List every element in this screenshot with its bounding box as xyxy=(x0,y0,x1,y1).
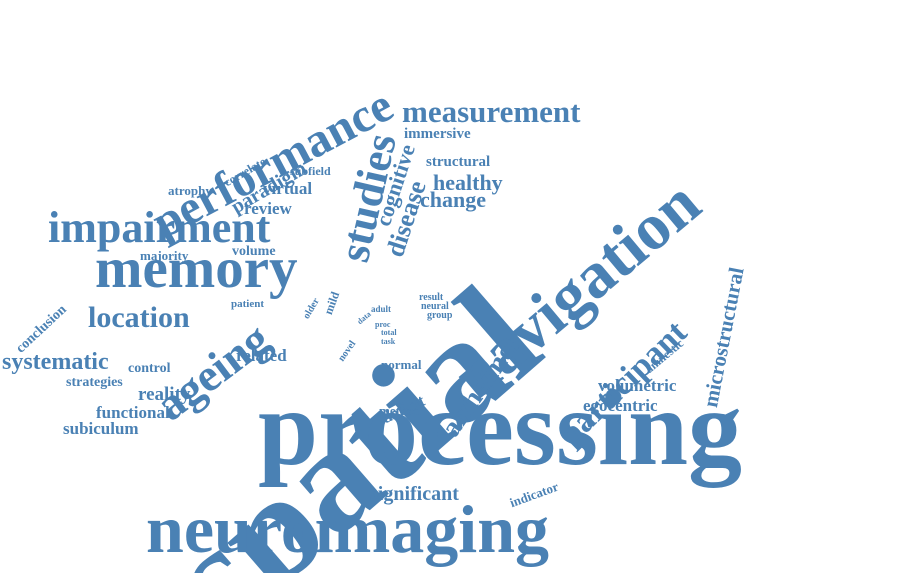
word-proc: proc xyxy=(375,320,391,329)
word-significant: significant xyxy=(370,483,459,505)
word-adult: adult xyxy=(371,304,392,314)
word-method: method xyxy=(379,403,421,418)
word-strategies: strategies xyxy=(66,375,123,390)
word-total: total xyxy=(381,328,397,337)
word-atrophy: atrophy xyxy=(168,183,212,198)
word-subiculum: subiculum xyxy=(63,419,139,438)
word-patient: patient xyxy=(231,298,264,310)
word-systematic: systematic xyxy=(2,349,109,375)
word-healthy: healthy xyxy=(433,170,503,195)
word-virtual: virtual xyxy=(263,179,313,198)
word-subfield: subfield xyxy=(290,164,331,178)
word-older: older xyxy=(301,296,322,321)
word-egocentric: egocentric xyxy=(583,396,658,415)
word-mild: mild xyxy=(321,289,343,317)
word-functional: functional xyxy=(96,403,170,422)
word-reality: reality xyxy=(138,384,191,405)
word-task: task xyxy=(381,337,396,346)
word-neuroimaging: neuroimaging xyxy=(146,491,550,567)
word-volumetric: volumetric xyxy=(598,376,677,395)
word-result: result xyxy=(419,292,444,303)
word-immersive: immersive xyxy=(404,126,471,142)
word-memory: memory xyxy=(95,237,298,300)
word-control: control xyxy=(128,361,171,376)
word-measurement: measurement xyxy=(402,94,581,129)
word-normal: normal xyxy=(381,357,422,372)
word-review: review xyxy=(244,199,292,218)
word-change: change xyxy=(420,187,486,212)
word-impairment: impairment xyxy=(48,203,271,252)
word-related: related xyxy=(236,346,287,365)
word-volume: volume xyxy=(232,244,276,259)
word-majority: majority xyxy=(140,248,189,263)
word-structural: structural xyxy=(426,154,491,170)
word-neural: neural xyxy=(421,301,449,312)
word-group: group xyxy=(427,310,453,321)
word-location: location xyxy=(88,301,190,334)
word-processing: processing xyxy=(258,369,743,488)
word-data: data xyxy=(355,309,373,327)
